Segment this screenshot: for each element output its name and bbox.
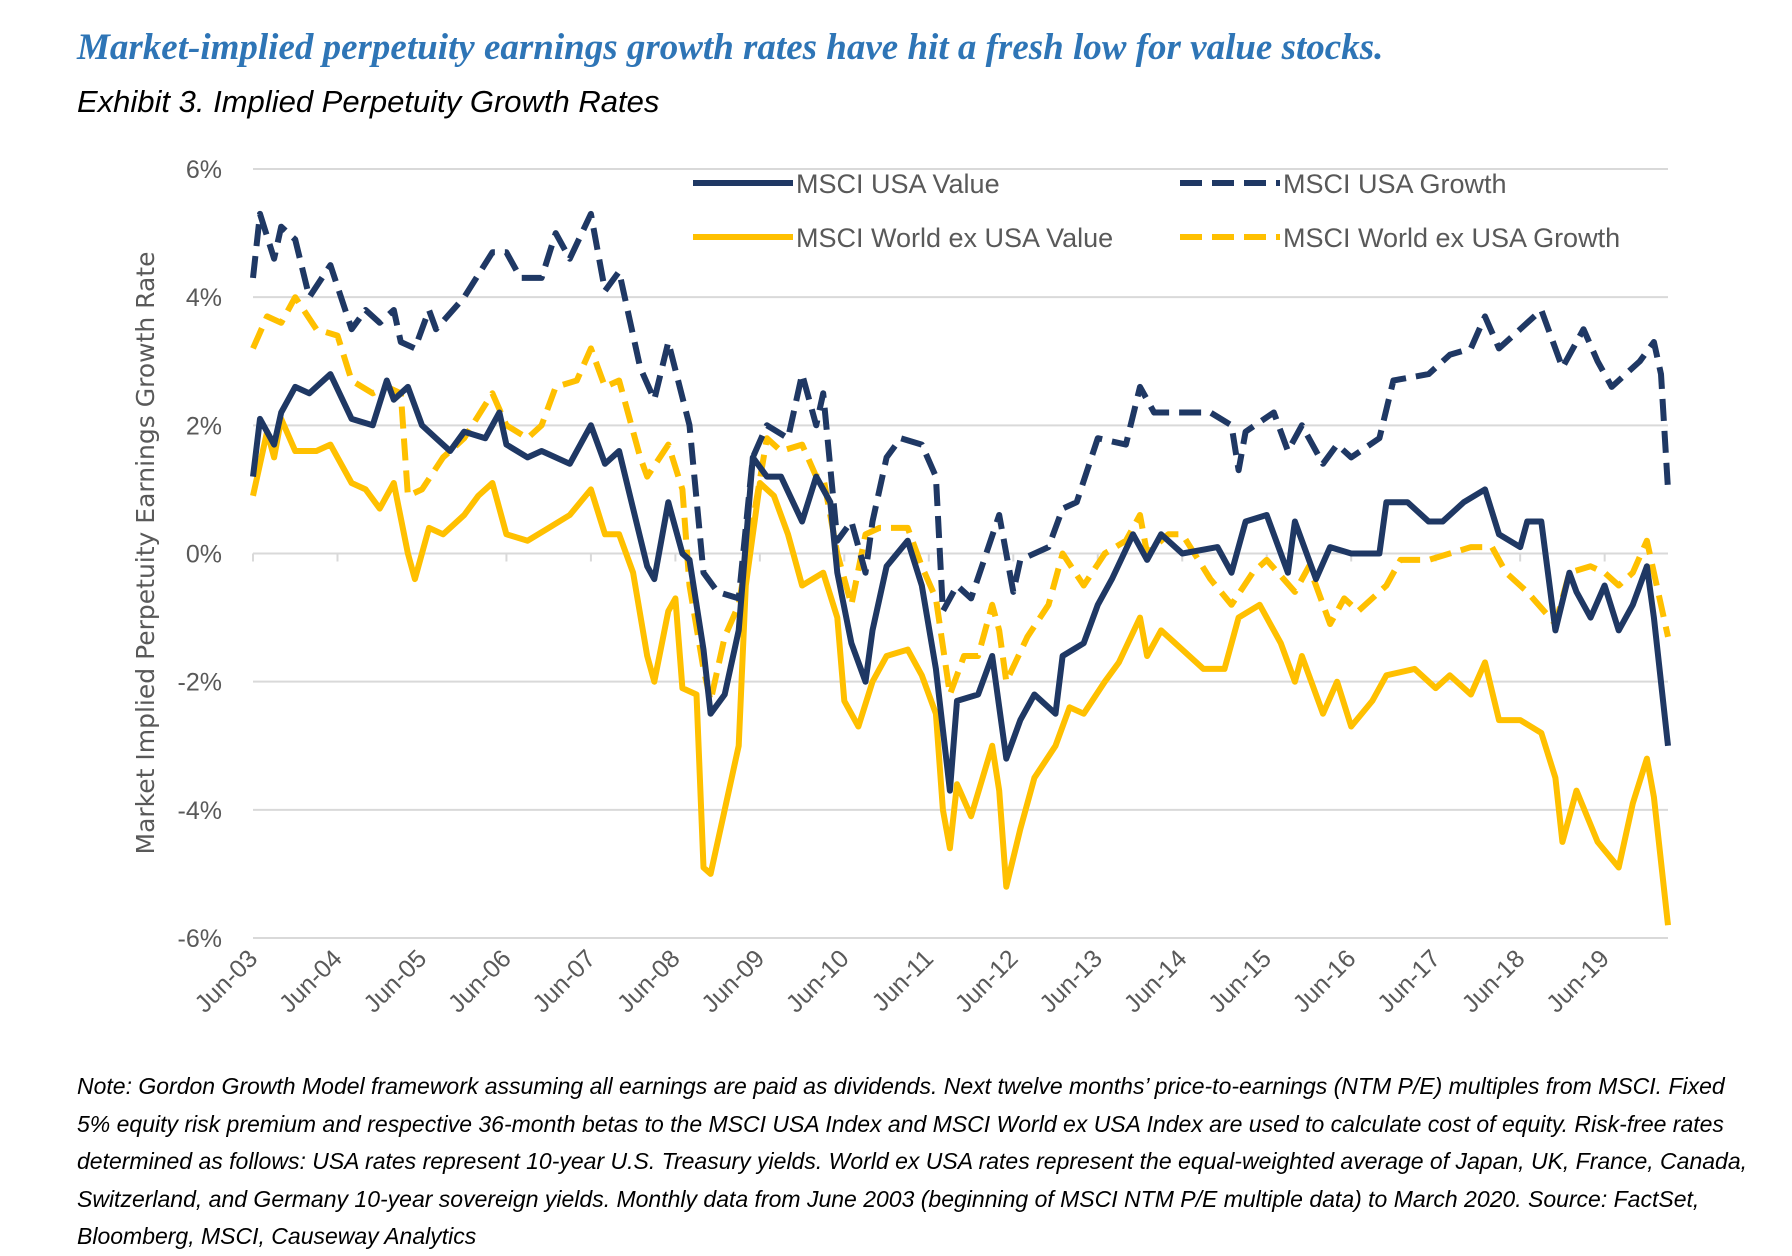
- line-chart: 6%4%2%0%-2%-4%-6% Jun-03 Jun-04 Jun-05 Jun-…: [131, 156, 1671, 1018]
- x-tick-label: Jun-19: [1541, 944, 1615, 1018]
- y-tick-labels: 6% 4% 2% 0% -2% -4% -6%: [178, 156, 222, 953]
- legend-label: MSCI World ex USA Value: [796, 223, 1113, 253]
- footnote: Note: Gordon Growth Model framework assu…: [77, 1073, 1748, 1249]
- legend-label: MSCI USA Growth: [1283, 169, 1507, 199]
- y-tick-label: -2%: [178, 669, 222, 697]
- legend: MSCI USA Value MSCI USA Growth MSCI World …: [693, 169, 1620, 253]
- x-tick-label: Jun-09: [696, 944, 770, 1018]
- series-line-msci-world-ex-usa-growth: [250, 294, 1671, 704]
- x-tick-labels: Jun-03 Jun-04 Jun-05 Jun-06 Jun-07 Jun-08 Jun-…: [189, 944, 1615, 1018]
- y-tick-label: 4%: [186, 284, 222, 312]
- series-lines: [250, 210, 1671, 926]
- y-tick-label: 2%: [186, 412, 222, 440]
- y-tick-label: 0%: [186, 541, 222, 569]
- y-tick-label: 6%: [186, 156, 222, 184]
- series-line-msci-usa-growth: [250, 210, 1671, 615]
- legend-label: MSCI World ex USA Growth: [1283, 223, 1620, 253]
- x-tick-label: Jun-03: [189, 944, 263, 1018]
- x-tick-label: Jun-17: [1372, 944, 1446, 1018]
- x-tick-label: Jun-15: [1203, 944, 1277, 1018]
- gridlines: [252, 168, 1668, 939]
- x-tick-label: Jun-10: [781, 944, 855, 1018]
- x-tick-label: Jun-08: [612, 944, 686, 1018]
- x-tick-label: Jun-11: [867, 944, 940, 1017]
- x-tick-label: Jun-06: [443, 944, 517, 1018]
- x-tick-label: Jun-14: [1119, 944, 1193, 1018]
- x-tick-label: Jun-18: [1457, 944, 1531, 1018]
- headline: Market-implied perpetuity earnings growt…: [77, 27, 1384, 68]
- x-tick-label: Jun-13: [1034, 944, 1108, 1018]
- legend-label: MSCI USA Value: [796, 169, 1000, 199]
- exhibit-title: Exhibit 3. Implied Perpetuity Growth Rat…: [77, 84, 660, 119]
- x-tick-label: Jun-04: [274, 944, 348, 1018]
- x-tick-label: Jun-12: [950, 944, 1024, 1018]
- x-tick-label: Jun-07: [527, 944, 601, 1018]
- series-line-msci-world-ex-usa-value: [250, 415, 1671, 926]
- x-tick-label: Jun-16: [1288, 944, 1362, 1018]
- series-line-msci-usa-value: [250, 371, 1671, 794]
- y-tick-label: -6%: [178, 925, 222, 953]
- y-axis-label: Market Implied Perpetuity Earnings Growt…: [131, 252, 160, 855]
- y-tick-label: -4%: [178, 797, 222, 825]
- x-tick-label: Jun-05: [358, 944, 432, 1018]
